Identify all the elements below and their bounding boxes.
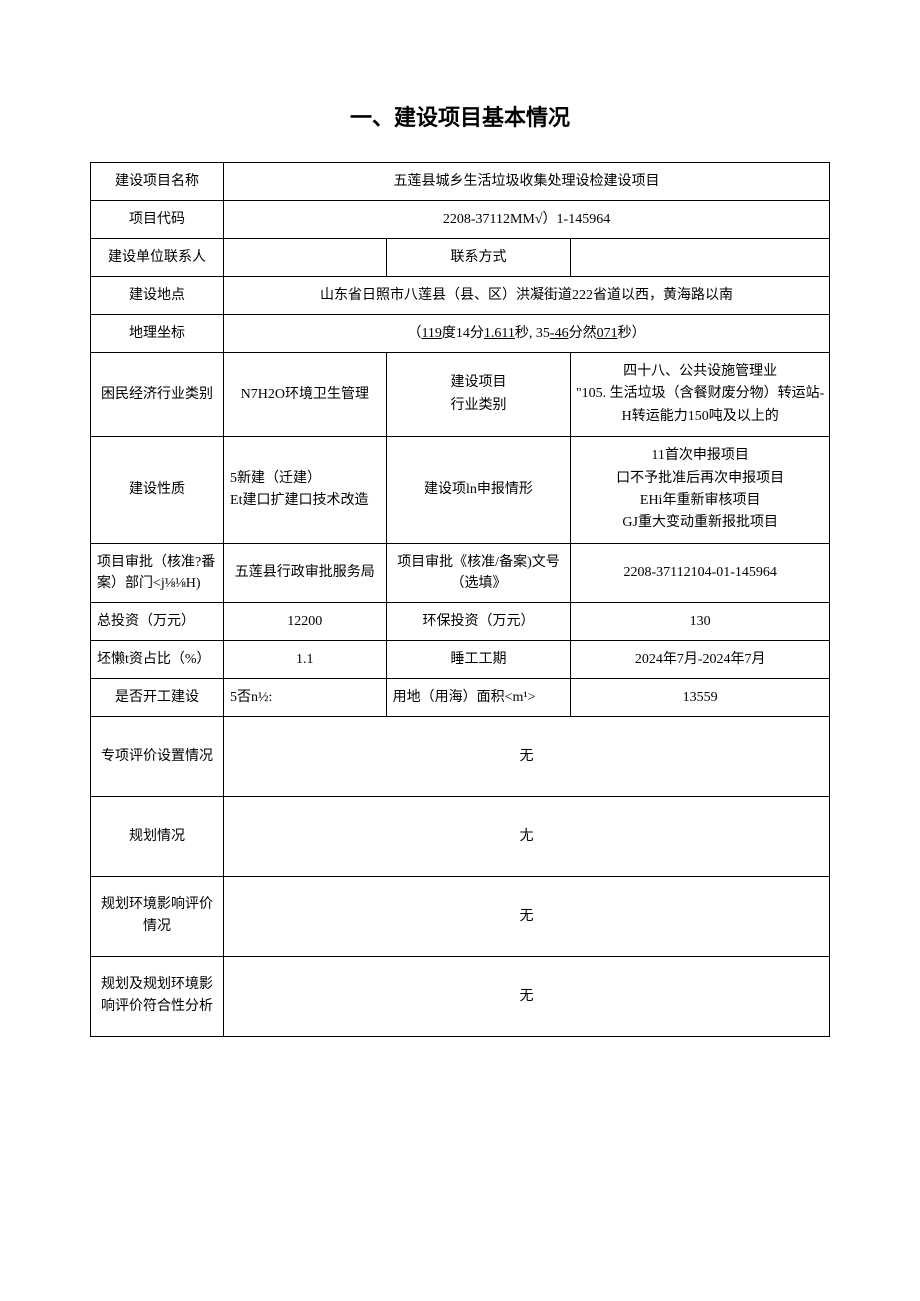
table-row: 建设地点 山东省日照市八莲县（县、区）洪凝街道222省道以西，黄海路以南 — [91, 277, 830, 315]
label-economy-category: 困民经济行业类别 — [91, 353, 224, 437]
coord-dash: -46 — [550, 326, 569, 341]
label-planning-compliance: 规划及规划环境影响评价符合性分析 — [91, 956, 224, 1036]
value-special-eval: 无 — [224, 716, 830, 796]
coord-mid1: 度14分 — [442, 326, 484, 341]
label-project-name: 建设项目名称 — [91, 163, 224, 201]
coord-mid2: 秒, 35 — [515, 326, 550, 341]
value-project-code: 2208-37112MM√）1-145964 — [224, 201, 830, 239]
label-planning-env-eval: 规划环境影响评价情况 — [91, 876, 224, 956]
coord-prefix: （ — [407, 326, 421, 341]
value-planning-compliance: 无 — [224, 956, 830, 1036]
table-row: 坯懒t资占比（%） 1.1 睡工工期 2024年7月-2024年7月 — [91, 640, 830, 678]
table-row: 是否开工建设 5否n½: 用地（用海）面积<m¹> 13559 — [91, 678, 830, 716]
label-special-eval: 专项评价设置情况 — [91, 716, 224, 796]
label-total-investment: 总投资（万元） — [91, 602, 224, 640]
value-planning-env-eval: 无 — [224, 876, 830, 956]
label-env-investment: 环保投资（万元） — [386, 602, 571, 640]
table-row: 规划环境影响评价情况 无 — [91, 876, 830, 956]
value-declare-type: 11首次申报项目口不予批准后再次申报项目EHi年重新审核项目GJ重大变动重新报批… — [571, 437, 830, 544]
value-planning: 尢 — [224, 796, 830, 876]
label-approval-dept: 项目审批（核准?番案）部门<j⅛⅛H) — [91, 543, 224, 602]
value-coordinates: （119度14分1.611秒, 35-46分然071秒） — [224, 315, 830, 353]
table-row: 地理坐标 （119度14分1.611秒, 35-46分然071秒） — [91, 315, 830, 353]
value-approval-dept: 五莲县行政审批服务局 — [224, 543, 387, 602]
table-row: 项目审批（核准?番案）部门<j⅛⅛H) 五莲县行政审批服务局 项目审批《核准/备… — [91, 543, 830, 602]
value-contact-method — [571, 239, 830, 277]
table-row: 项目代码 2208-37112MM√）1-145964 — [91, 201, 830, 239]
table-row: 规划及规划环境影响评价符合性分析 无 — [91, 956, 830, 1036]
document-title: 一、建设项目基本情况 — [90, 100, 830, 132]
value-contact-person — [224, 239, 387, 277]
value-build-nature: 5新建（迁建）Et建口扩建口技术改造 — [224, 437, 387, 544]
label-build-nature: 建设性质 — [91, 437, 224, 544]
project-info-table: 建设项目名称 五莲县城乡生活垃圾收集处理设检建设项目 项目代码 2208-371… — [90, 162, 830, 1037]
table-row: 总投资（万元） 12200 环保投资（万元） 130 — [91, 602, 830, 640]
table-row: 建设项目名称 五莲县城乡生活垃圾收集处理设检建设项目 — [91, 163, 830, 201]
label-approval-number: 项目审批《核准/备案)文号（选填》 — [386, 543, 571, 602]
label-industry-category: 建设项目行业类别 — [386, 353, 571, 437]
table-row: 规划情况 尢 — [91, 796, 830, 876]
table-row: 专项评价设置情况 无 — [91, 716, 830, 796]
label-planning: 规划情况 — [91, 796, 224, 876]
label-project-code: 项目代码 — [91, 201, 224, 239]
value-started: 5否n½: — [224, 678, 387, 716]
value-land-area: 13559 — [571, 678, 830, 716]
coord-mid3: 分然 — [569, 326, 597, 341]
label-contact-person: 建设单位联系人 — [91, 239, 224, 277]
label-started: 是否开工建设 — [91, 678, 224, 716]
value-economy-category: N7H2O环境卫生管理 — [224, 353, 387, 437]
label-coordinates: 地理坐标 — [91, 315, 224, 353]
table-row: 建设性质 5新建（迁建）Et建口扩建口技术改造 建设项ln申报情形 11首次申报… — [91, 437, 830, 544]
value-investment-ratio: 1.1 — [224, 640, 387, 678]
label-contact-method: 联系方式 — [386, 239, 571, 277]
label-declare-type: 建设项ln申报情形 — [386, 437, 571, 544]
value-location: 山东省日照市八莲县（县、区）洪凝街道222省道以西，黄海路以南 — [224, 277, 830, 315]
label-construction-period: 睡工工期 — [386, 640, 571, 678]
coord-sec2: 071 — [597, 326, 618, 341]
value-env-investment: 130 — [571, 602, 830, 640]
value-approval-number: 2208-37112104-01-145964 — [571, 543, 830, 602]
coord-deg1: 119 — [421, 326, 441, 341]
coord-suffix: 秒） — [618, 326, 646, 341]
value-project-name: 五莲县城乡生活垃圾收集处理设检建设项目 — [224, 163, 830, 201]
label-location: 建设地点 — [91, 277, 224, 315]
value-industry-category: 四十八、公共设施管理业"105. 生活垃圾（含餐财废分物）转运站-H转运能力15… — [571, 353, 830, 437]
label-investment-ratio: 坯懒t资占比（%） — [91, 640, 224, 678]
value-construction-period: 2024年7月-2024年7月 — [571, 640, 830, 678]
coord-sec1: 1.611 — [484, 326, 515, 341]
value-total-investment: 12200 — [224, 602, 387, 640]
table-row: 困民经济行业类别 N7H2O环境卫生管理 建设项目行业类别 四十八、公共设施管理… — [91, 353, 830, 437]
label-land-area: 用地（用海）面积<m¹> — [386, 678, 571, 716]
table-row: 建设单位联系人 联系方式 — [91, 239, 830, 277]
